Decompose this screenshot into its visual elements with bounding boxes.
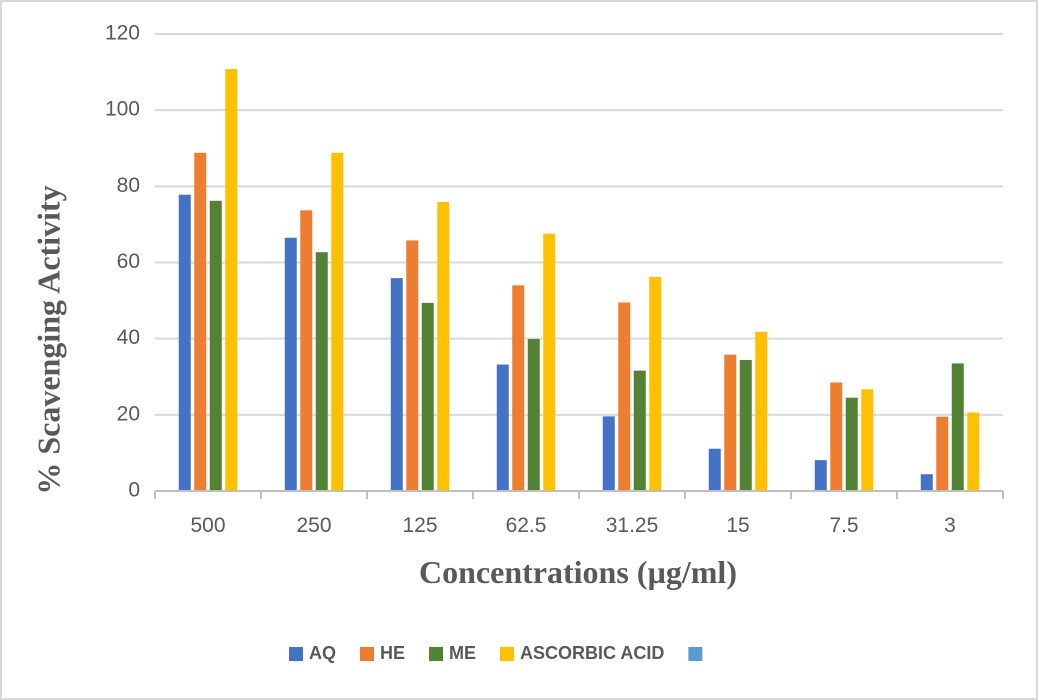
y-tick-label: 0 — [128, 479, 140, 502]
bar-me — [633, 370, 646, 491]
gridlines — [155, 33, 1003, 416]
bar-he — [406, 240, 419, 491]
bar-me — [315, 252, 328, 491]
bar-aq — [602, 416, 615, 491]
x-axis — [154, 490, 1004, 499]
bar-he — [300, 210, 313, 491]
legend-swatch — [500, 647, 515, 661]
y-tick-label: 20 — [117, 402, 140, 425]
x-tick-label: 15 — [726, 514, 749, 537]
x-tick-label: 62.5 — [506, 514, 547, 537]
bar-ascorbic-acid — [861, 389, 874, 491]
bar-he — [512, 285, 525, 491]
bar-ascorbic-acid — [543, 233, 556, 491]
x-tick-label: 125 — [402, 514, 437, 537]
y-tick-label: 100 — [105, 98, 140, 121]
bar-ascorbic-acid — [967, 412, 980, 491]
bar-aq — [814, 460, 827, 491]
legend-label: ASCORBIC ACID — [520, 643, 664, 663]
x-tick-label: 7.5 — [829, 514, 858, 537]
bar-aq — [496, 364, 509, 491]
bar-he — [936, 416, 949, 491]
x-tick-label: 3 — [944, 514, 956, 537]
y-tick-label: 40 — [117, 326, 140, 349]
bar-ascorbic-acid — [755, 331, 768, 491]
x-axis-label: Concentrations (µg/ml) — [419, 554, 737, 590]
bar-me — [739, 359, 752, 491]
bar-he — [724, 354, 737, 491]
bar-me — [845, 397, 858, 491]
y-tick-label: 120 — [105, 22, 140, 45]
legend: AQ HE ME ASCORBIC ACID — [289, 643, 703, 663]
bar-ascorbic-acid — [437, 201, 450, 491]
legend-swatch — [360, 647, 374, 661]
legend-label: HE — [380, 643, 405, 663]
y-tick-labels: 0 20 40 60 80 100 120 — [105, 22, 140, 502]
legend-swatch — [289, 647, 303, 661]
bar-ascorbic-acid — [649, 276, 662, 491]
bar-me — [527, 339, 540, 491]
bar-aq — [920, 474, 933, 491]
bars — [178, 69, 980, 491]
bar-ascorbic-acid — [225, 69, 238, 491]
x-tick-label: 500 — [190, 514, 225, 537]
y-tick-label: 80 — [117, 174, 140, 197]
bar-me — [951, 363, 964, 491]
bar-he — [618, 302, 631, 491]
bar-me — [209, 200, 222, 491]
bar-aq — [178, 194, 191, 491]
legend-label: AQ — [309, 643, 336, 663]
x-tick-label: 250 — [296, 514, 331, 537]
bar-aq — [390, 278, 403, 491]
bar-aq — [708, 448, 721, 491]
legend-swatch — [429, 647, 444, 661]
bar-he — [194, 152, 207, 491]
bar-me — [421, 302, 434, 491]
y-tick-label: 60 — [117, 250, 140, 273]
x-tick-labels: 500 250 125 62.5 31.25 15 7.5 3 — [190, 514, 955, 537]
bar-aq — [284, 237, 297, 491]
x-tick-label: 31.25 — [606, 514, 659, 537]
y-axis-label: % Scavenging Activity — [30, 185, 66, 494]
bar-ascorbic-acid — [331, 152, 344, 491]
legend-swatch — [688, 647, 703, 661]
bar-he — [830, 382, 843, 491]
legend-label: ME — [449, 643, 476, 663]
